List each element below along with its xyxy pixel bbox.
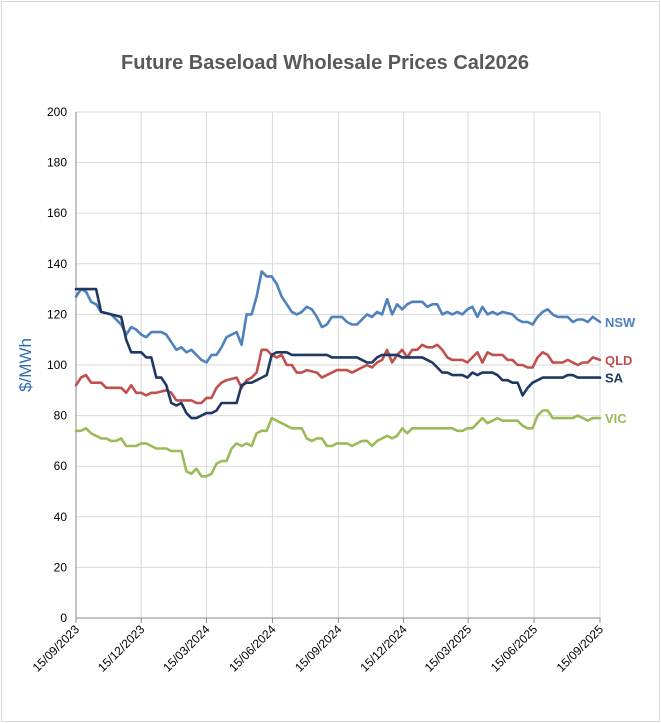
y-tick-label: 120 (47, 307, 67, 321)
series-label-qld: QLD (605, 353, 632, 368)
y-axis-label: $/MWh (16, 338, 35, 392)
y-tick-label: 200 (47, 105, 67, 119)
x-tick-label: 15/09/2024 (292, 622, 345, 675)
x-axis-ticks: 15/09/2023 15/12/2023 15/03/2024 15/06/2024… (30, 622, 607, 675)
series-label-nsw: NSW (605, 315, 636, 330)
axes (75, 112, 601, 623)
y-tick-label: 160 (47, 206, 67, 220)
x-tick-label: 15/09/2025 (554, 622, 607, 675)
chart-title: Future Baseload Wholesale Prices Cal2026 (121, 52, 529, 74)
y-axis-ticks: 0 20 40 60 80 100 120 140 160 180 200 (47, 105, 67, 625)
y-tick-label: 140 (47, 257, 67, 271)
series-label-vic: VIC (605, 411, 627, 426)
y-tick-label: 60 (54, 459, 68, 473)
series-line-nsw (74, 270, 602, 364)
x-tick-label: 15/12/2023 (95, 622, 148, 675)
series-line-sa (74, 287, 602, 420)
x-tick-label: 15/03/2025 (422, 622, 475, 675)
series-end-labels: NSW QLD SA VIC (605, 315, 636, 426)
y-tick-label: 180 (47, 156, 67, 170)
x-tick-label: 15/09/2023 (30, 622, 83, 675)
x-tick-label: 15/06/2025 (488, 622, 541, 675)
y-tick-label: 80 (54, 409, 68, 423)
series-label-sa: SA (605, 371, 624, 386)
series-group (74, 270, 602, 478)
y-tick-label: 100 (47, 358, 67, 372)
series-line-vic (74, 409, 602, 478)
y-tick-label: 0 (60, 611, 67, 625)
x-tick-label: 15/03/2024 (160, 622, 213, 675)
y-tick-label: 20 (54, 560, 68, 574)
x-tick-label: 15/06/2024 (226, 622, 279, 675)
y-tick-label: 40 (54, 510, 68, 524)
x-tick-label: 15/12/2024 (357, 622, 410, 675)
